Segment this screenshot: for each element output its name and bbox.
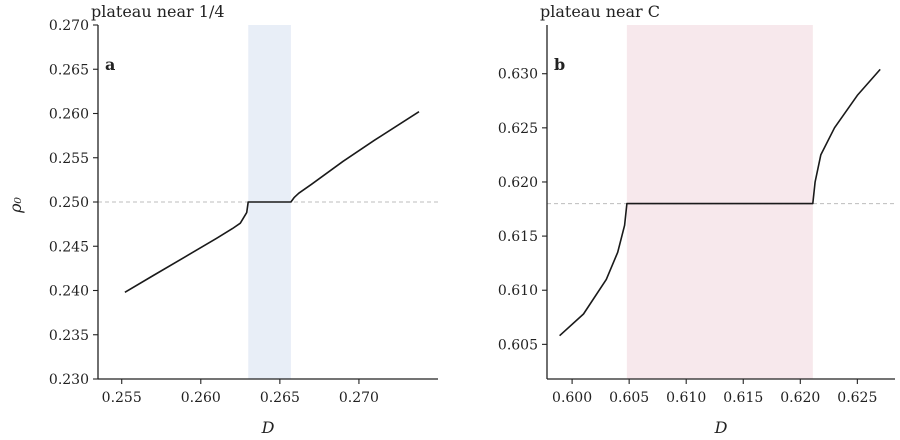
panel-letter: a <box>105 55 115 74</box>
panel-a: 0.255 0.260 0.265 0.270 0.230 0.235 0.240 0.24… <box>49 2 438 437</box>
y-tick-label: 0.610 <box>498 283 538 299</box>
y-tick-label: 0.230 <box>49 372 89 388</box>
x-tick-label: 0.265 <box>260 390 300 406</box>
x-tick-label: 0.605 <box>609 390 649 406</box>
x-tick-label: 0.255 <box>102 390 142 406</box>
y-tick-label: 0.250 <box>49 195 89 211</box>
x-tick-label: 0.270 <box>339 390 379 406</box>
y-tick-label: 0.260 <box>49 107 89 123</box>
y-tick-label: 0.240 <box>49 284 89 300</box>
panel-title: plateau near C <box>540 2 660 21</box>
y-tick-label: 0.245 <box>49 239 89 255</box>
y-axis-label: ρ₀ <box>6 197 25 214</box>
plateau-shade <box>626 25 813 379</box>
x-ticks: 0.255 0.260 0.265 0.270 <box>102 379 379 406</box>
panel-b: 0.600 0.605 0.610 0.615 0.620 0.625 0.605 0.61… <box>498 2 895 437</box>
y-tick-label: 0.605 <box>498 337 538 353</box>
y-tick-label: 0.615 <box>498 229 538 245</box>
y-tick-label: 0.620 <box>498 175 538 191</box>
x-tick-label: 0.625 <box>837 390 877 406</box>
y-tick-label: 0.265 <box>49 62 89 78</box>
y-tick-label: 0.630 <box>498 67 538 83</box>
x-tick-label: 0.610 <box>666 390 706 406</box>
y-ticks: 0.605 0.610 0.615 0.620 0.625 0.630 <box>498 67 547 353</box>
y-tick-label: 0.270 <box>49 18 89 34</box>
x-ticks: 0.600 0.605 0.610 0.615 0.620 0.625 <box>552 379 877 406</box>
y-tick-label: 0.235 <box>49 328 89 344</box>
panel-letter: b <box>554 55 565 74</box>
series-line <box>559 68 881 337</box>
x-tick-label: 0.615 <box>723 390 763 406</box>
y-tick-label: 0.255 <box>49 151 89 167</box>
x-axis-label: D <box>714 418 728 437</box>
y-ticks: 0.230 0.235 0.240 0.245 0.250 0.255 0.260 0.265… <box>49 18 98 388</box>
x-tick-label: 0.600 <box>552 390 592 406</box>
panel-title: plateau near 1/4 <box>91 2 225 21</box>
x-tick-label: 0.620 <box>780 390 820 406</box>
x-axis-label: D <box>261 418 275 437</box>
x-tick-label: 0.260 <box>181 390 221 406</box>
y-tick-label: 0.625 <box>498 121 538 137</box>
series-line <box>124 111 420 293</box>
